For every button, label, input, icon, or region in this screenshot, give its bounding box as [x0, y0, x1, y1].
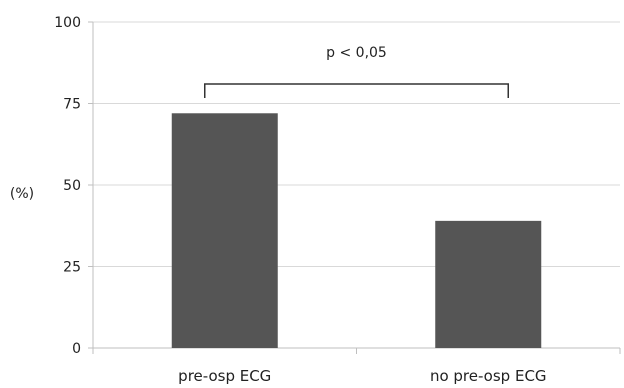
bar-0 — [171, 113, 278, 348]
y-tick-label: 50 — [63, 178, 81, 194]
y-tick-label: 0 — [72, 341, 81, 357]
x-category-label: no pre-osp ECG — [430, 367, 547, 385]
y-tick-label: 100 — [54, 15, 81, 31]
y-tick-label: 75 — [63, 97, 81, 113]
bar-1 — [435, 220, 542, 348]
bar-layer — [171, 113, 542, 348]
x-category-label: pre-osp ECG — [178, 367, 271, 385]
annotation-layer: p < 0,05 — [204, 45, 509, 98]
y-axis-label: (%) — [10, 186, 34, 202]
axis-layer: 0 25 50 75 100 pre-osp ECG no pre-osp ECG — [54, 15, 621, 385]
significance-label: p < 0,05 — [326, 45, 387, 61]
y-tick-label: 25 — [63, 260, 81, 276]
significance-bracket — [204, 83, 509, 98]
